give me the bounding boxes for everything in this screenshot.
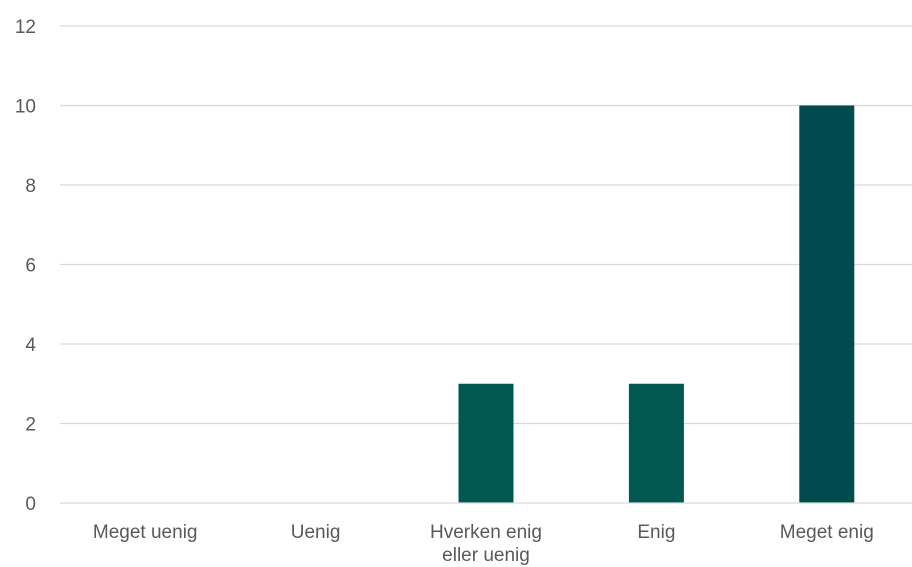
x-category-label: Hverken enig eller uenig xyxy=(430,522,542,566)
y-tick-label: 8 xyxy=(25,176,36,197)
y-tick-label: 0 xyxy=(25,494,36,515)
y-axis-tick-labels: 0 2 4 6 8 10 12 xyxy=(15,17,37,515)
x-category-label: Meget enig xyxy=(780,522,874,543)
x-category-label-line: Hverken enig xyxy=(430,522,542,543)
bar xyxy=(628,383,684,503)
bars xyxy=(458,105,855,503)
x-category-label-line: Uenig xyxy=(291,522,341,543)
grid-lines xyxy=(60,25,912,425)
bar xyxy=(458,383,514,503)
x-category-label-line: eller uenig xyxy=(442,545,530,566)
x-axis-category-labels: Meget uenig Uenig Hverken enig eller uenig E… xyxy=(93,522,874,566)
x-category-label-line: Meget enig xyxy=(780,522,874,543)
x-category-label-line: Enig xyxy=(637,522,675,543)
bar xyxy=(799,105,855,503)
y-tick-label: 10 xyxy=(15,97,36,118)
y-tick-label: 4 xyxy=(25,335,36,356)
x-category-label-line: Meget uenig xyxy=(93,522,198,543)
y-tick-label: 6 xyxy=(25,256,36,277)
x-category-label: Uenig xyxy=(291,522,341,543)
x-category-label: Enig xyxy=(637,522,675,543)
x-category-label: Meget uenig xyxy=(93,522,198,543)
y-tick-label: 2 xyxy=(25,415,36,436)
y-tick-label: 12 xyxy=(15,17,36,38)
